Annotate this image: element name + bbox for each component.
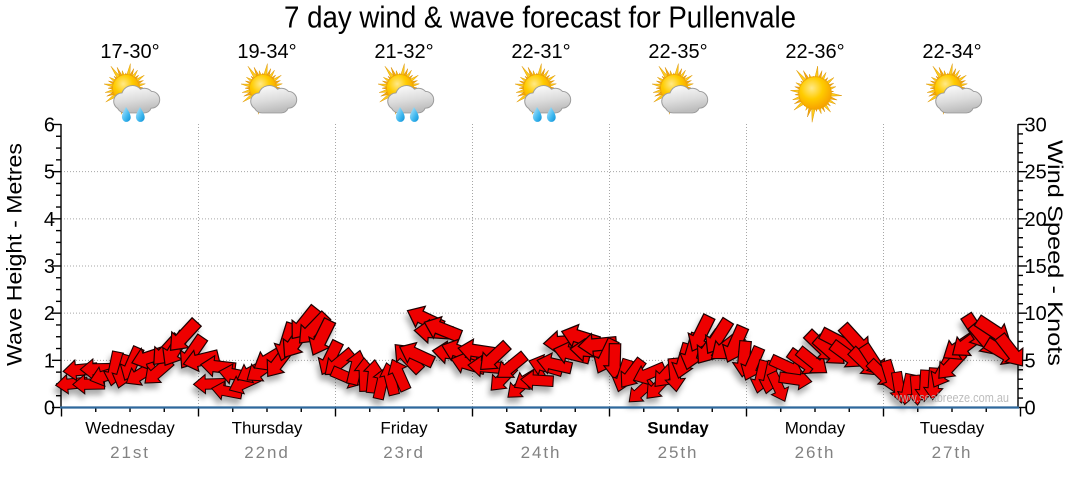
svg-text:22-31°: 22-31° — [511, 41, 570, 63]
svg-text:Thursday: Thursday — [232, 419, 303, 438]
svg-text:26th: 26th — [795, 443, 836, 462]
svg-text:6: 6 — [44, 114, 55, 136]
svg-text:15: 15 — [1025, 256, 1047, 278]
svg-text:25: 25 — [1025, 162, 1047, 184]
svg-text:2: 2 — [44, 303, 55, 325]
svg-text:17-30°: 17-30° — [100, 41, 159, 63]
svg-text:3: 3 — [44, 256, 55, 278]
svg-text:5: 5 — [44, 162, 55, 184]
svg-text:Wave Height - Metres: Wave Height - Metres — [3, 143, 27, 366]
svg-text:25th: 25th — [658, 443, 699, 462]
svg-text:20: 20 — [1025, 209, 1047, 231]
svg-text:21-32°: 21-32° — [374, 41, 433, 63]
svg-text:30: 30 — [1025, 114, 1047, 136]
svg-text:22-34°: 22-34° — [922, 41, 981, 63]
svg-text:22-36°: 22-36° — [785, 41, 844, 63]
svg-text:0: 0 — [1025, 398, 1036, 420]
svg-text:27th: 27th — [932, 443, 973, 462]
svg-text:22nd: 22nd — [244, 443, 289, 462]
svg-text:Tuesday: Tuesday — [920, 419, 985, 438]
svg-text:7 day wind & wave forecast for: 7 day wind & wave forecast for Pullenval… — [284, 0, 796, 35]
svg-text:21st: 21st — [110, 443, 150, 462]
svg-text:10: 10 — [1025, 303, 1047, 325]
svg-text:24th: 24th — [521, 443, 562, 462]
svg-text:Monday: Monday — [785, 419, 846, 438]
svg-text:22-35°: 22-35° — [648, 41, 707, 63]
svg-text:Wind Speed - Knots: Wind Speed - Knots — [1043, 140, 1067, 366]
svg-text:5: 5 — [1025, 350, 1036, 372]
svg-text:1: 1 — [44, 350, 55, 372]
svg-text:4: 4 — [44, 209, 55, 231]
svg-text:19-34°: 19-34° — [237, 41, 296, 63]
svg-text:www.seabreeze.com.au: www.seabreeze.com.au — [892, 391, 1009, 405]
svg-text:23rd: 23rd — [383, 443, 425, 462]
svg-text:0: 0 — [44, 398, 55, 420]
svg-text:Saturday: Saturday — [505, 419, 578, 438]
svg-text:Friday: Friday — [380, 419, 428, 438]
svg-text:Wednesday: Wednesday — [85, 419, 175, 438]
svg-text:Sunday: Sunday — [647, 419, 709, 438]
